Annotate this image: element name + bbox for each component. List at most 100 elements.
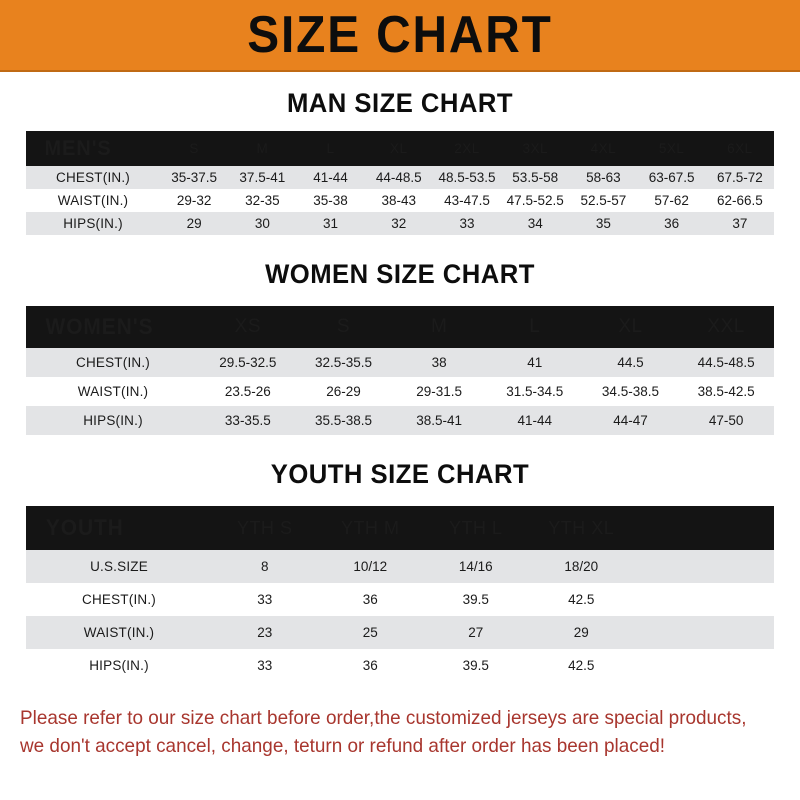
women-col-1: S — [336, 316, 351, 337]
women-hips-5: 47-50 — [708, 413, 744, 428]
men-col-5: 3XL — [522, 141, 548, 156]
youth-row-label-waist: WAIST(IN.) — [83, 625, 155, 640]
men-hips-0: 29 — [186, 216, 202, 231]
men-col-3: XL — [390, 141, 408, 156]
page-title: SIZE CHART — [247, 6, 553, 64]
men-hips-1: 30 — [254, 216, 270, 231]
youth-cell-spacer — [634, 550, 774, 583]
youth-cell-spacer — [634, 616, 774, 649]
men-col-4: 2XL — [454, 141, 480, 156]
women-size-table-wrap: WOMEN'S XS S M L XL XXL CHEST(IN.) 29.5-… — [26, 306, 774, 435]
women-chest-1: 32.5-35.5 — [314, 355, 372, 370]
men-col-8: 6XL — [727, 141, 753, 156]
men-chest-8: 67.5-72 — [716, 170, 763, 185]
men-chest-6: 58-63 — [586, 170, 621, 185]
women-chest-5: 44.5-48.5 — [697, 355, 755, 370]
men-col-7: 5XL — [658, 141, 685, 156]
women-hips-3: 41-44 — [517, 413, 553, 428]
table-row: HIPS(IN.) 29 30 31 32 33 34 35 36 37 — [26, 212, 774, 235]
men-hips-6: 35 — [595, 216, 611, 231]
men-waist-3: 38-43 — [381, 193, 417, 208]
women-waist-4: 34.5-38.5 — [601, 384, 659, 399]
men-hips-3: 32 — [391, 216, 407, 231]
youth-waist-3: 29 — [573, 625, 589, 640]
youth-size-table-wrap: YOUTH YTH S YTH M YTH L YTH XL U.S.SIZE … — [26, 506, 774, 682]
men-hips-4: 33 — [459, 216, 475, 231]
youth-row-label-hips: HIPS(IN.) — [89, 658, 149, 673]
women-row-label-chest: CHEST(IN.) — [76, 355, 150, 370]
youth-hips-2: 39.5 — [462, 658, 489, 673]
order-disclaimer-line-1: Please refer to our size chart before or… — [20, 707, 747, 729]
women-col-0: XS — [234, 316, 261, 337]
women-waist-1: 26-29 — [326, 384, 361, 399]
youth-col-spacer — [634, 506, 774, 550]
youth-row-label-chest: CHEST(IN.) — [82, 592, 156, 607]
men-hips-8: 37 — [732, 216, 748, 231]
men-col-0: S — [189, 141, 199, 156]
youth-ussize-3: 18/20 — [564, 559, 599, 574]
men-chest-5: 53.5-58 — [512, 170, 559, 185]
youth-col-2: YTH L — [448, 517, 503, 538]
youth-col-3: YTH XL — [548, 517, 615, 538]
youth-ussize-0: 8 — [260, 559, 269, 574]
youth-chest-2: 39.5 — [462, 592, 489, 607]
women-col-3: L — [529, 316, 541, 337]
women-table-body: CHEST(IN.) 29.5-32.5 32.5-35.5 38 41 44.… — [26, 348, 774, 435]
men-chest-0: 35-37.5 — [171, 170, 217, 185]
men-row-label-hips: HIPS(IN.) — [63, 216, 123, 231]
youth-hips-3: 42.5 — [568, 658, 595, 673]
table-row: WAIST(IN.) 23 25 27 29 — [26, 616, 774, 649]
order-disclaimer: Please refer to our size chart before or… — [20, 704, 757, 761]
men-hips-7: 36 — [664, 216, 680, 231]
women-hips-2: 38.5-41 — [416, 413, 463, 428]
women-col-5: XXL — [707, 316, 745, 337]
youth-waist-0: 23 — [257, 625, 273, 640]
section-women: WOMEN SIZE CHART WOMEN'S XS S M L XL XXL… — [0, 261, 800, 435]
youth-corner-label: YOUTH — [45, 515, 124, 540]
women-row-label-hips: HIPS(IN.) — [83, 413, 143, 428]
women-chest-0: 29.5-32.5 — [219, 355, 277, 370]
men-row-label-chest: CHEST(IN.) — [56, 170, 130, 185]
table-row: WAIST(IN.) 23.5-26 26-29 29-31.5 31.5-34… — [26, 377, 774, 406]
section-men: MAN SIZE CHART MEN'S S M L XL 2XL 3XL 4X… — [0, 90, 800, 235]
section-title-women: WOMEN SIZE CHART — [265, 259, 535, 289]
table-row: U.S.SIZE 8 10/12 14/16 18/20 — [26, 550, 774, 583]
women-header-row: WOMEN'S XS S M L XL XXL — [26, 306, 774, 348]
youth-row-label-ussize: U.S.SIZE — [90, 559, 148, 574]
men-hips-5: 34 — [527, 216, 543, 231]
men-waist-7: 57-62 — [654, 193, 689, 208]
men-chest-1: 37.5-41 — [239, 170, 286, 185]
men-size-table: MEN'S S M L XL 2XL 3XL 4XL 5XL 6XL CHEST… — [26, 131, 774, 235]
men-col-1: M — [256, 141, 269, 156]
men-waist-6: 52.5-57 — [580, 193, 627, 208]
men-chest-4: 48.5-53.5 — [438, 170, 496, 185]
men-chest-3: 44-48.5 — [375, 170, 422, 185]
youth-waist-2: 27 — [468, 625, 484, 640]
women-waist-2: 29-31.5 — [416, 384, 463, 399]
youth-hips-1: 36 — [362, 658, 378, 673]
table-row: CHEST(IN.) 29.5-32.5 32.5-35.5 38 41 44.… — [26, 348, 774, 377]
women-chest-3: 41 — [527, 355, 543, 370]
order-disclaimer-line-2: we don't accept cancel, change, teturn o… — [20, 735, 666, 758]
men-size-table-wrap: MEN'S S M L XL 2XL 3XL 4XL 5XL 6XL CHEST… — [26, 131, 774, 235]
men-chest-7: 63-67.5 — [648, 170, 695, 185]
men-chest-2: 41-44 — [313, 170, 348, 185]
men-row-label-waist: WAIST(IN.) — [57, 193, 129, 208]
men-waist-4: 43-47.5 — [444, 193, 490, 208]
women-hips-1: 35.5-38.5 — [314, 413, 372, 428]
men-waist-8: 62-66.5 — [716, 193, 763, 208]
youth-waist-1: 25 — [362, 625, 378, 640]
women-chest-2: 38 — [431, 355, 447, 370]
youth-header-row: YOUTH YTH S YTH M YTH L YTH XL — [26, 506, 774, 550]
youth-col-1: YTH M — [341, 517, 400, 538]
women-waist-5: 38.5-42.5 — [697, 384, 755, 399]
youth-hips-0: 33 — [257, 658, 273, 673]
women-col-4: XL — [618, 316, 643, 337]
women-table-head: WOMEN'S XS S M L XL XXL — [26, 306, 774, 348]
youth-table-head: YOUTH YTH S YTH M YTH L YTH XL — [26, 506, 774, 550]
women-size-table: WOMEN'S XS S M L XL XXL CHEST(IN.) 29.5-… — [26, 306, 774, 435]
youth-cell-spacer — [634, 649, 774, 682]
men-col-6: 4XL — [590, 141, 617, 156]
women-hips-4: 44-47 — [613, 413, 648, 428]
men-col-2: L — [326, 141, 335, 156]
